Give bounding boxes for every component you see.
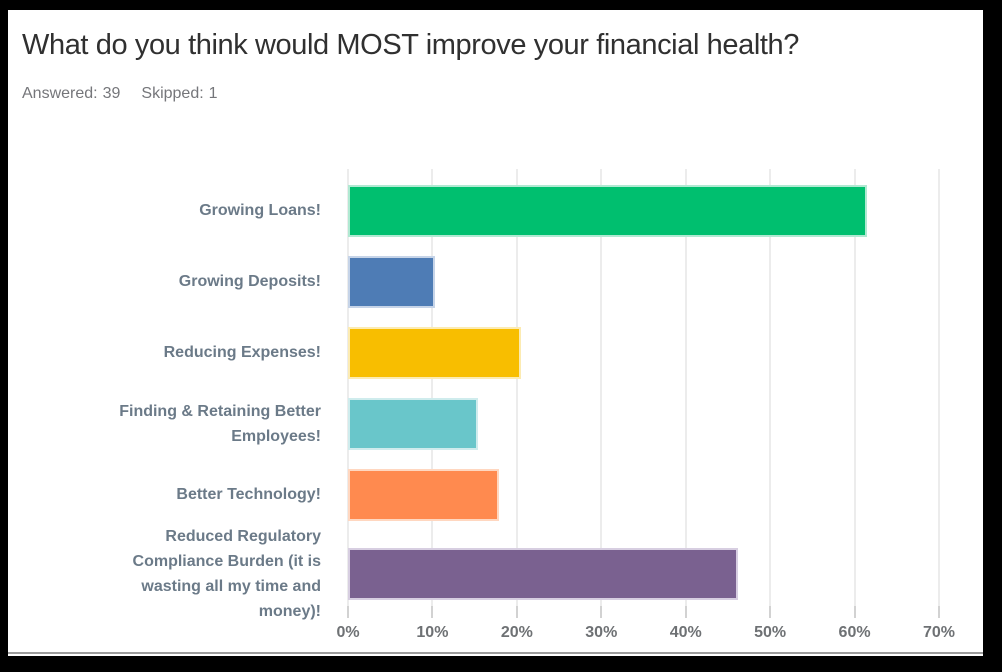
x-axis-tick-label: 10% — [416, 624, 449, 641]
chart-row-better-technology: Better Technology! — [22, 459, 983, 530]
skipped-label: Skipped: — [141, 85, 204, 102]
x-axis-tick-label: 40% — [669, 624, 702, 641]
gridline-30% — [600, 169, 603, 618]
response-stats: Answered: 39 Skipped: 1 — [22, 85, 983, 103]
category-label: Reducing Expenses! — [163, 344, 321, 361]
chart-row-growing-loans: Growing Loans! — [22, 175, 983, 246]
skipped-stat: Skipped: 1 — [141, 85, 217, 103]
bar-track — [348, 548, 939, 600]
x-axis-tick-label: 60% — [838, 624, 871, 641]
survey-results-card: What do you think would MOST improve you… — [8, 10, 983, 656]
bar-growing-deposits[interactable] — [348, 255, 435, 308]
bar-track — [348, 397, 939, 450]
bar-reduced-regulatory-compliance-[interactable] — [348, 548, 739, 600]
x-axis: 0% 10% 20% 30% 40% 50% 60% 70% — [336, 618, 955, 646]
chart-row-growing-deposits: Growing Deposits! — [22, 246, 983, 317]
gridline-0% — [347, 169, 349, 618]
x-axis-tick-label: 70% — [922, 624, 956, 641]
gridline-40% — [684, 169, 687, 618]
bar-track — [348, 326, 939, 379]
bar-reducing-expenses[interactable] — [348, 326, 522, 379]
gridline-10% — [431, 169, 434, 618]
x-axis-tick-label: 0% — [336, 624, 360, 641]
skipped-value: 1 — [208, 85, 218, 102]
gridline-20% — [515, 169, 518, 618]
question-title: What do you think would MOST improve you… — [22, 29, 799, 61]
answered-stat: Answered: 39 — [22, 85, 120, 103]
answered-value: 39 — [102, 85, 121, 102]
category-label: Growing Loans! — [199, 202, 321, 219]
chart-rows: Growing Loans! Growing Deposits! Reducing … — [22, 169, 983, 620]
answered-label: Answered: — [22, 85, 98, 102]
x-axis-tick-label: 50% — [754, 624, 787, 641]
bar-chart: Growing Loans! Growing Deposits! Reducing … — [22, 169, 983, 646]
category-label: Finding & Retaining Better Employees! — [119, 402, 321, 445]
gridline-70% — [938, 169, 940, 618]
chart-row-reducing-expenses: Reducing Expenses! — [22, 317, 983, 388]
category-label: Reduced Regulatory Compliance Burden (it… — [132, 528, 321, 620]
chart-row-reduced-regulatory-compliance-: Reduced Regulatory Compliance Burden (it… — [22, 528, 983, 620]
bar-track — [348, 255, 939, 308]
x-axis-tick-label: 20% — [500, 624, 533, 641]
bottom-divider — [8, 652, 983, 654]
gridline-60% — [853, 169, 856, 618]
category-label: Growing Deposits! — [178, 273, 321, 290]
chart-gridlines — [347, 169, 940, 618]
gridline-50% — [769, 169, 772, 618]
bar-track — [348, 468, 939, 521]
category-label: Better Technology! — [176, 486, 321, 503]
x-axis-tick-label: 30% — [585, 624, 618, 641]
bar-better-technology[interactable] — [348, 468, 500, 521]
bar-track — [348, 184, 939, 237]
bar-finding-retaining-better-emplo[interactable] — [348, 397, 479, 450]
bar-growing-loans[interactable] — [348, 184, 868, 237]
chart-row-finding-retaining-better-emplo: Finding & Retaining Better Employees! — [22, 388, 983, 459]
